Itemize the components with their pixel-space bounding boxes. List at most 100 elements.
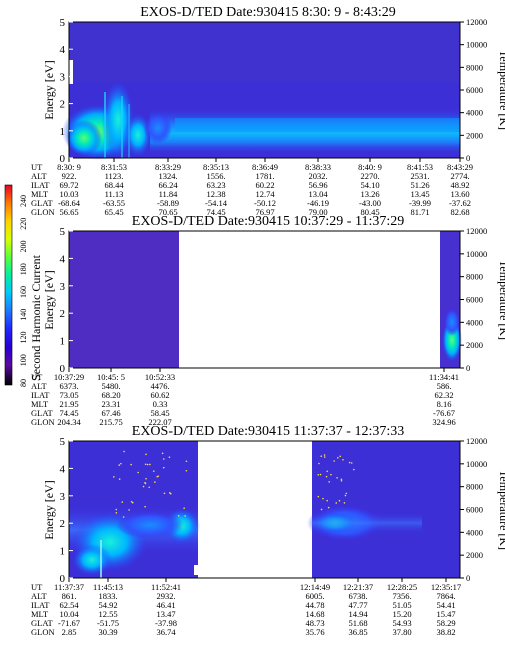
ephemeris-value: 14.94 (348, 609, 368, 619)
temperature-point (327, 506, 330, 509)
temperature-point (118, 464, 121, 466)
energy-tick-label: 0 (60, 153, 66, 165)
energy-tick-label: 2 (60, 518, 66, 530)
panel-1-energy-ticks: 0 1 2 3 4 5 (60, 17, 73, 165)
temperature-point (336, 477, 338, 479)
temperature-tick-label: 10000 (466, 249, 487, 259)
ephemeris-value: 79.00 (308, 207, 327, 217)
ephemeris-value: 8:38:33 (305, 162, 331, 172)
ephemeris-value: 36.85 (348, 627, 367, 637)
ephemeris-value: 922. (62, 171, 77, 181)
ephemeris-row-label: ILAT (31, 600, 50, 610)
temperature-tick-label: 4000 (466, 317, 483, 327)
ephemeris-value: 5480. (101, 381, 120, 391)
panel-3: EXOS-D/TED Date:930415 11:37:37 - 12:37:… (31, 424, 505, 637)
ephemeris-value: 1123. (105, 171, 124, 181)
temperature-point (183, 507, 185, 510)
ephemeris-value: 74.45 (59, 408, 78, 418)
temperature-tick-label: 2000 (466, 340, 483, 350)
temperature-point (115, 512, 118, 514)
panel-2-energy-label: Energy [eV] (42, 270, 56, 329)
ephemeris-value: 10:45: 5 (97, 372, 125, 382)
ephemeris-value: 222.07 (148, 417, 171, 427)
temperature-point (340, 479, 343, 482)
temperature-point (348, 461, 351, 464)
temperature-point (130, 463, 132, 466)
temperature-tick-label: 6000 (466, 85, 483, 95)
energy-tick-label: 1 (60, 126, 66, 138)
panel-1-background-texture (69, 22, 460, 82)
colorbar: 240 220 200 180 160 140 120 100 80 Second Harmon… (4, 184, 43, 387)
panel-1: EXOS-D/TED Date:930415 8:30: 9 - 8:43:29… (31, 5, 505, 217)
temperature-tick-label: 10000 (466, 459, 487, 469)
panel-1-ridge (175, 118, 460, 132)
energy-tick-label: 5 (60, 226, 66, 238)
ephemeris-row-label: GLAT (31, 618, 54, 628)
temperature-point (353, 468, 355, 471)
ephemeris-row-label: ALT (31, 171, 48, 181)
temperature-tick-label: 12000 (466, 226, 487, 236)
ephemeris-value: 63.23 (206, 180, 225, 190)
ephemeris-value: 2932. (156, 591, 175, 601)
temperature-tick-label: 2000 (466, 550, 483, 560)
panel-1-title: EXOS-D/TED Date:930415 8:30: 9 - 8:43:29 (140, 5, 395, 20)
temperature-tick-label: 2000 (466, 130, 483, 140)
panel-3-temperature-ticks: 0 2000 4000 6000 8000 10000 12000 (460, 436, 487, 583)
ephemeris-value: 13.60 (450, 189, 469, 199)
temperature-tick-label: 0 (466, 363, 470, 373)
ephemeris-value: 11.84 (159, 189, 179, 199)
colorbar-tick-label: 200 (19, 241, 28, 253)
ephemeris-row-label: GLON (31, 627, 55, 637)
ephemeris-value: 54.92 (98, 600, 117, 610)
panel-3-scatter-points (113, 450, 355, 518)
colorbar-tick-label: 140 (19, 309, 28, 321)
ephemeris-value: 54.10 (360, 180, 379, 190)
ephemeris-row-label: UT (31, 582, 43, 592)
temperature-point (115, 508, 118, 511)
colorbar-tick-label: 120 (19, 332, 28, 344)
ephemeris-value: 8:30: 9 (57, 162, 81, 172)
energy-tick-label: 1 (60, 336, 66, 348)
ephemeris-value: 66.24 (158, 180, 178, 190)
panel-2-temperature-label: Temperature [K] (497, 260, 505, 340)
ephemeris-value: 15.20 (392, 609, 411, 619)
panel-1-stripe (128, 104, 130, 158)
ephemeris-value: 12:14:49 (300, 582, 330, 592)
ephemeris-value: 1781. (255, 171, 274, 181)
colorbar-scale (4, 184, 13, 386)
ephemeris-value: 6738. (348, 591, 367, 601)
ephemeris-value: 48.92 (450, 180, 469, 190)
ephemeris-value: 15.47 (436, 609, 455, 619)
temperature-point (328, 481, 330, 483)
panel-3-heatmap (68, 440, 461, 579)
energy-tick-label: 0 (60, 573, 66, 585)
temperature-point (350, 462, 353, 464)
temperature-point (161, 452, 164, 455)
ephemeris-value: 12.38 (206, 189, 225, 199)
temperature-tick-label: 4000 (466, 108, 483, 118)
temperature-point (145, 477, 147, 480)
ephemeris-value: 70.65 (158, 207, 177, 217)
ephemeris-value: 81.71 (410, 207, 429, 217)
energy-tick-label: 3 (60, 281, 66, 293)
ephemeris-value: 8.16 (437, 399, 452, 409)
ephemeris-value: 51.26 (410, 180, 429, 190)
panel-2-energy-ticks: 0 1 2 3 4 5 (60, 226, 73, 375)
ephemeris-value: 68.20 (101, 390, 120, 400)
temperature-point (123, 450, 125, 453)
temperature-point (326, 499, 328, 502)
ephemeris-value: 51.05 (392, 600, 411, 610)
ephemeris-value: -71.67 (58, 618, 80, 628)
ephemeris-value: 54.93 (392, 618, 411, 628)
ephemeris-value: 324.96 (432, 417, 455, 427)
ephemeris-row-label: UT (31, 162, 43, 172)
ephemeris-value: 65.45 (104, 207, 123, 217)
ephemeris-value: 12.55 (98, 609, 117, 619)
temperature-point (146, 463, 149, 466)
ephemeris-value: 12:35:17 (431, 582, 461, 592)
energy-tick-label: 3 (60, 71, 66, 83)
ephemeris-value: 80.45 (360, 207, 379, 217)
ephemeris-value: 861. (62, 591, 77, 601)
